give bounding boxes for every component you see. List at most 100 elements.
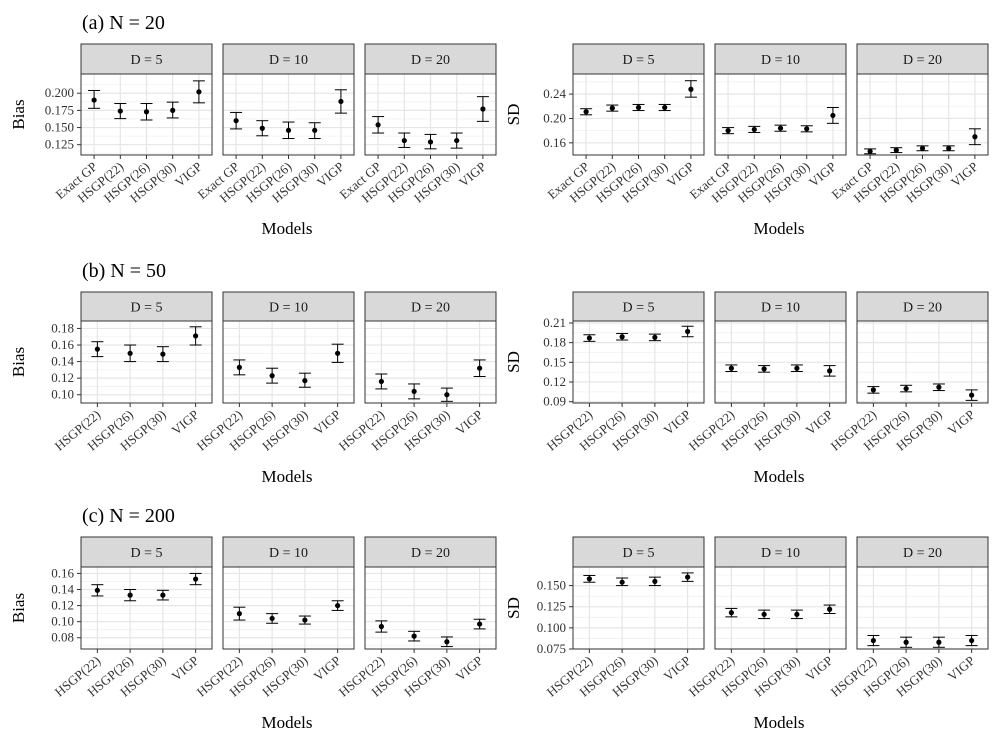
data-point [751, 126, 757, 133]
data-point [477, 365, 483, 371]
data-point [401, 137, 407, 144]
y-tick-label: 0.18 [543, 335, 566, 350]
facet-strip [572, 291, 705, 322]
data-point [378, 623, 384, 630]
y-tick-label: 0.125 [537, 599, 566, 614]
row-title-c: (c) N = 200 [82, 505, 175, 527]
facet-strip [222, 291, 355, 322]
panel-border [856, 566, 989, 650]
y-tick-label: 0.10 [51, 387, 74, 402]
facet-strip [80, 43, 213, 75]
facet-strip [856, 43, 989, 75]
data-point [586, 576, 592, 582]
y-tick-label: 0.18 [51, 320, 74, 335]
data-point [867, 148, 873, 154]
y-axis-title: SD [504, 104, 523, 126]
x-axis-title: Models [262, 219, 313, 238]
facet-strip-label: D = 20 [903, 53, 942, 68]
y-tick-label: 0.100 [537, 620, 566, 635]
data-point [728, 365, 734, 371]
data-point [91, 97, 97, 103]
y-axis-title: Bias [9, 347, 28, 377]
data-point [411, 633, 417, 639]
x-axis-title: Models [754, 713, 805, 732]
x-tick-label: VIGP [803, 653, 836, 684]
data-point [117, 108, 123, 114]
y-tick-label: 0.24 [543, 86, 566, 101]
facet-strip-label: D = 20 [411, 546, 450, 561]
facet-strip-label: D = 20 [903, 301, 942, 316]
data-point [236, 611, 242, 617]
y-tick-label: 0.12 [543, 374, 566, 389]
x-tick-label: VIGP [453, 653, 486, 684]
data-point [411, 388, 417, 395]
data-point [269, 373, 275, 379]
x-tick-label: VIGP [661, 653, 694, 684]
x-tick-label: VIGP [803, 407, 836, 438]
y-tick-label: 0.150 [537, 578, 566, 593]
y-tick-label: 0.21 [543, 315, 566, 330]
data-point [375, 122, 381, 128]
x-tick-label: VIGP [311, 653, 344, 684]
data-point [728, 610, 734, 616]
y-tick-label: 0.10 [51, 614, 74, 629]
facet-strip-label: D = 5 [622, 53, 654, 68]
x-axis-title: Models [262, 713, 313, 732]
x-tick-label: VIGP [661, 407, 694, 438]
x-axis-title: Models [754, 467, 805, 486]
y-tick-label: 0.20 [543, 110, 566, 125]
x-tick-label: VIGP [945, 653, 978, 684]
x-axis-title: Models [262, 467, 313, 486]
data-point [827, 368, 833, 374]
data-point [794, 365, 800, 371]
x-axis-title: Models [754, 219, 805, 238]
x-tick-label: VIGP [311, 407, 344, 438]
panel-border [714, 320, 847, 404]
data-point [196, 89, 202, 95]
y-tick-label: 0.09 [543, 394, 566, 409]
facet-strip [222, 43, 355, 75]
data-point [761, 611, 767, 617]
panel-border [572, 566, 705, 650]
data-point [170, 107, 176, 113]
data-point [870, 387, 876, 393]
facet-strip-label: D = 10 [269, 53, 308, 68]
panel-border [222, 320, 355, 404]
facet-strip [572, 43, 705, 75]
y-tick-label: 0.075 [537, 641, 566, 656]
data-point [619, 334, 625, 340]
y-tick-label: 0.14 [51, 354, 74, 369]
facet-strip [714, 43, 847, 75]
data-point [127, 592, 133, 598]
plot-background [573, 567, 704, 649]
data-point [969, 392, 975, 398]
data-point [830, 112, 836, 119]
data-point [312, 127, 318, 133]
data-point [378, 378, 384, 385]
x-tick-label: VIGP [169, 653, 202, 684]
data-point [969, 637, 975, 644]
panel-border [856, 320, 989, 404]
x-tick-label: VIGP [169, 407, 202, 438]
y-tick-label: 0.14 [51, 582, 74, 597]
panel-border [364, 566, 497, 650]
data-point [583, 109, 589, 115]
row-title-b: (b) N = 50 [82, 260, 166, 282]
facet-strip-label: D = 5 [130, 301, 162, 316]
data-point [635, 104, 642, 111]
